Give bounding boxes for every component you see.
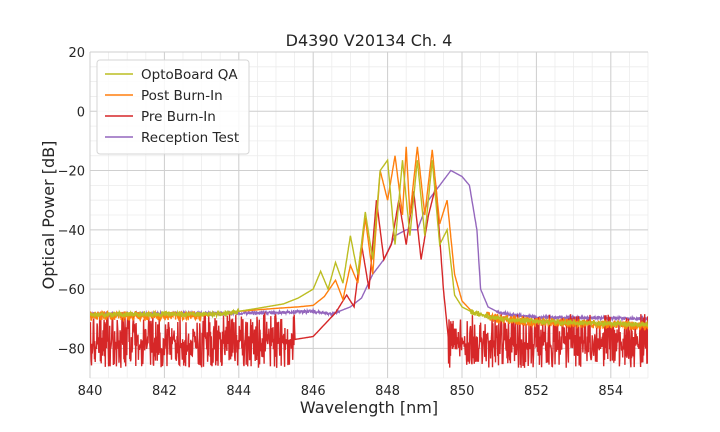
- y-tick-label: 20: [68, 46, 85, 61]
- y-tick-label: −60: [58, 283, 85, 298]
- x-tick-label: 844: [226, 384, 251, 399]
- x-tick-label: 846: [301, 384, 326, 399]
- legend-label: Post Burn-In: [141, 88, 223, 104]
- x-tick-label: 854: [598, 384, 623, 399]
- x-tick-label: 850: [450, 384, 475, 399]
- legend-label: Pre Burn-In: [141, 109, 216, 125]
- tick-labels: 840 842 844 846 848 850 852 854 20 0 −20 −40 −60 −80: [58, 46, 624, 399]
- x-tick-label: 842: [152, 384, 177, 399]
- series-line: [90, 158, 648, 329]
- y-axis-label: Optical Power [dB]: [39, 141, 58, 290]
- y-tick-label: −40: [58, 224, 85, 239]
- x-tick-label: 852: [524, 384, 549, 399]
- y-tick-label: −80: [58, 342, 85, 357]
- x-tick-label: 840: [78, 384, 103, 399]
- legend-box: [96, 59, 250, 155]
- x-tick-label: 848: [375, 384, 400, 399]
- legend-label: Reception Test: [141, 130, 239, 146]
- series-line: [90, 185, 648, 368]
- x-axis-label: Wavelength [nm]: [300, 398, 438, 417]
- legend-label: OptoBoard QA: [141, 67, 238, 83]
- series-lines: [90, 146, 648, 368]
- chart-title: D4390 V20134 Ch. 4: [286, 31, 453, 50]
- y-tick-label: −20: [58, 165, 85, 180]
- legend: OptoBoard QA Post Burn-In Pre Burn-In Recep…: [96, 59, 250, 155]
- y-tick-label: 0: [77, 105, 85, 120]
